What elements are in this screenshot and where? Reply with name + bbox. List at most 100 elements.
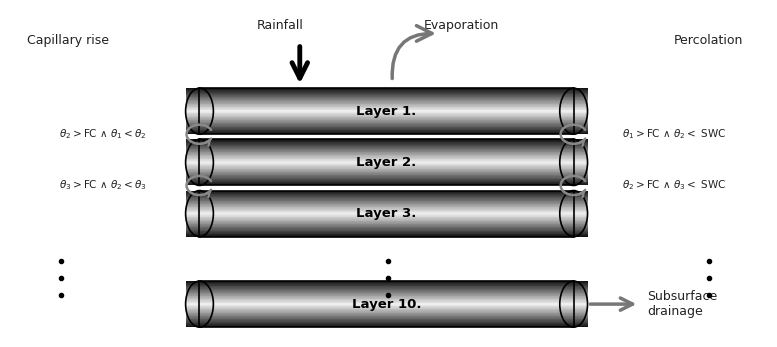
Bar <box>200 168 573 169</box>
Bar <box>186 211 214 212</box>
Bar <box>186 171 214 172</box>
Bar <box>186 234 214 235</box>
Bar <box>200 305 573 306</box>
Bar <box>186 282 214 283</box>
Bar <box>559 107 587 108</box>
Bar <box>200 307 573 308</box>
Bar <box>200 290 573 291</box>
Bar <box>200 133 573 134</box>
Bar <box>186 122 214 123</box>
Bar <box>200 234 573 235</box>
Bar <box>559 156 587 157</box>
Bar <box>559 306 587 307</box>
Bar <box>186 194 214 195</box>
Bar <box>200 225 573 226</box>
Bar <box>559 204 587 205</box>
Bar <box>186 123 214 124</box>
Bar <box>200 173 573 174</box>
Bar <box>559 228 587 229</box>
Bar <box>186 159 214 160</box>
Bar <box>200 150 573 151</box>
Bar <box>559 297 587 298</box>
Bar <box>186 311 214 312</box>
Bar <box>186 192 214 193</box>
Bar <box>200 104 573 105</box>
Bar <box>559 325 587 327</box>
Bar <box>186 233 214 234</box>
Bar <box>559 283 587 284</box>
Bar <box>186 308 214 309</box>
Bar <box>559 159 587 160</box>
Bar <box>200 139 573 185</box>
Bar <box>200 177 573 178</box>
Bar <box>559 296 587 297</box>
Bar <box>200 312 573 313</box>
Bar <box>200 203 573 204</box>
Bar <box>200 113 573 114</box>
Text: Layer 2.: Layer 2. <box>357 156 416 169</box>
Bar <box>186 236 214 237</box>
Bar <box>200 207 573 208</box>
FancyArrowPatch shape <box>591 298 632 310</box>
Bar <box>200 192 573 193</box>
Bar <box>200 114 573 115</box>
Bar <box>186 114 214 115</box>
Bar <box>559 214 587 215</box>
Bar <box>186 161 214 162</box>
Bar <box>559 147 587 148</box>
Bar <box>559 234 587 235</box>
Bar <box>559 109 587 110</box>
Bar <box>559 318 587 319</box>
Bar <box>200 313 573 314</box>
Bar <box>559 289 587 290</box>
Bar <box>200 217 573 218</box>
Bar <box>559 149 587 150</box>
Bar <box>559 231 587 232</box>
Bar <box>559 167 587 168</box>
Bar <box>186 298 214 299</box>
Bar <box>200 316 573 317</box>
Bar <box>200 90 573 91</box>
Bar <box>200 219 573 220</box>
Bar <box>559 314 587 315</box>
Bar <box>186 314 214 315</box>
Bar <box>200 227 573 228</box>
Bar <box>559 208 587 209</box>
Bar <box>186 177 214 178</box>
Bar <box>200 199 573 200</box>
Bar <box>186 179 214 180</box>
Text: Percolation: Percolation <box>674 34 744 47</box>
Bar <box>200 181 573 183</box>
Bar <box>186 105 214 106</box>
Bar <box>186 235 214 236</box>
Bar <box>559 227 587 228</box>
Bar <box>186 232 214 233</box>
Bar <box>200 196 573 197</box>
Bar <box>559 151 587 152</box>
Bar <box>186 193 214 194</box>
Bar <box>200 99 573 100</box>
Bar <box>559 98 587 99</box>
Bar <box>200 310 573 311</box>
Bar <box>200 115 573 116</box>
Bar <box>186 143 214 144</box>
Bar <box>186 132 214 133</box>
Bar <box>186 106 214 107</box>
Bar <box>559 111 587 112</box>
Bar <box>559 160 587 161</box>
Bar <box>559 150 587 151</box>
Bar <box>200 195 573 196</box>
Bar <box>186 222 214 223</box>
Bar <box>186 214 214 215</box>
Bar <box>186 140 214 141</box>
Bar <box>186 228 214 229</box>
Bar <box>559 110 587 111</box>
Bar <box>559 157 587 158</box>
Bar <box>559 141 587 142</box>
Bar <box>200 324 573 325</box>
Bar <box>186 127 214 128</box>
Bar <box>200 165 573 166</box>
Bar <box>200 148 573 149</box>
Bar <box>200 214 573 215</box>
Bar <box>559 281 587 282</box>
